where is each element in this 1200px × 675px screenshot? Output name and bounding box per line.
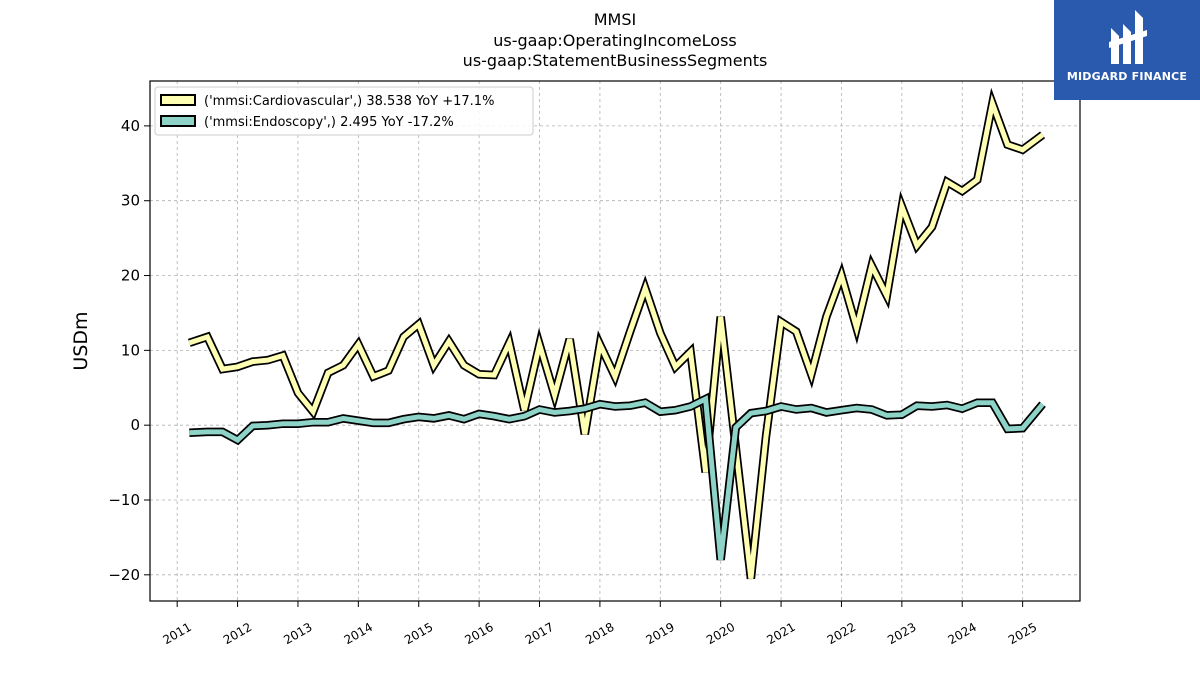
x-tick-label: 2024 bbox=[946, 620, 979, 647]
x-tick-label: 2018 bbox=[583, 620, 616, 647]
y-tick-label: 10 bbox=[121, 341, 140, 359]
chart-title-line-3: us-gaap:StatementBusinessSegments bbox=[462, 51, 768, 70]
y-axis-label: USDm bbox=[70, 311, 92, 370]
y-tick-label: 40 bbox=[121, 117, 140, 135]
y-axis: −20 −10 0 10 20 30 40 bbox=[108, 117, 150, 584]
x-axis: 2011 2012 2013 2014 2015 2016 2017 2018 2019 2020… bbox=[160, 601, 1039, 647]
x-tick-label: 2020 bbox=[704, 620, 737, 647]
x-tick-label: 2016 bbox=[462, 620, 495, 647]
x-tick-label: 2015 bbox=[402, 620, 435, 647]
x-tick-label: 2021 bbox=[764, 620, 797, 647]
x-tick-label: 2012 bbox=[221, 620, 254, 647]
legend-box bbox=[154, 86, 534, 136]
plot-frame bbox=[149, 80, 1081, 602]
chart-title-line-1: MMSI bbox=[593, 10, 637, 29]
x-tick-label: 2011 bbox=[160, 620, 193, 647]
y-tick-label: −20 bbox=[108, 566, 140, 584]
chart-title-line-2: us-gaap:OperatingIncomeLoss bbox=[493, 30, 737, 50]
y-tick-label: 0 bbox=[130, 416, 140, 434]
grid bbox=[150, 81, 1080, 601]
x-tick-label: 2014 bbox=[342, 620, 375, 647]
legend-label: ('mmsi:Cardiovascular',) 38.538 YoY +17.… bbox=[204, 94, 494, 109]
x-tick-label: 2013 bbox=[281, 620, 314, 647]
y-tick-label: 30 bbox=[121, 192, 140, 210]
legend-label: ('mmsi:Endoscopy',) 2.495 YoY -17.2% bbox=[204, 115, 454, 130]
y-tick-label: 20 bbox=[121, 267, 140, 285]
series-line bbox=[189, 395, 1045, 561]
legend-swatch bbox=[160, 94, 196, 106]
chart-title: MMSI us-gaap:OperatingIncomeLoss us-gaap… bbox=[150, 10, 1080, 72]
x-tick-label: 2017 bbox=[523, 620, 556, 647]
legend-swatch bbox=[160, 115, 196, 127]
x-tick-label: 2019 bbox=[644, 620, 677, 647]
logo-text: MIDGARD FINANCE bbox=[1066, 70, 1188, 83]
logo-mark-icon bbox=[1109, 10, 1147, 64]
x-tick-label: 2025 bbox=[1006, 620, 1039, 647]
legend: ('mmsi:Cardiovascular',) 38.538 YoY +17.… bbox=[154, 86, 534, 136]
x-tick-label: 2023 bbox=[885, 620, 918, 647]
series-lines bbox=[187, 87, 1046, 580]
series-line bbox=[188, 94, 1045, 579]
series-line-outline bbox=[187, 87, 1046, 580]
x-tick-label: 2022 bbox=[825, 620, 858, 647]
y-tick-label: −10 bbox=[108, 491, 140, 509]
midgard-finance-logo: MIDGARD FINANCE bbox=[1054, 0, 1200, 100]
